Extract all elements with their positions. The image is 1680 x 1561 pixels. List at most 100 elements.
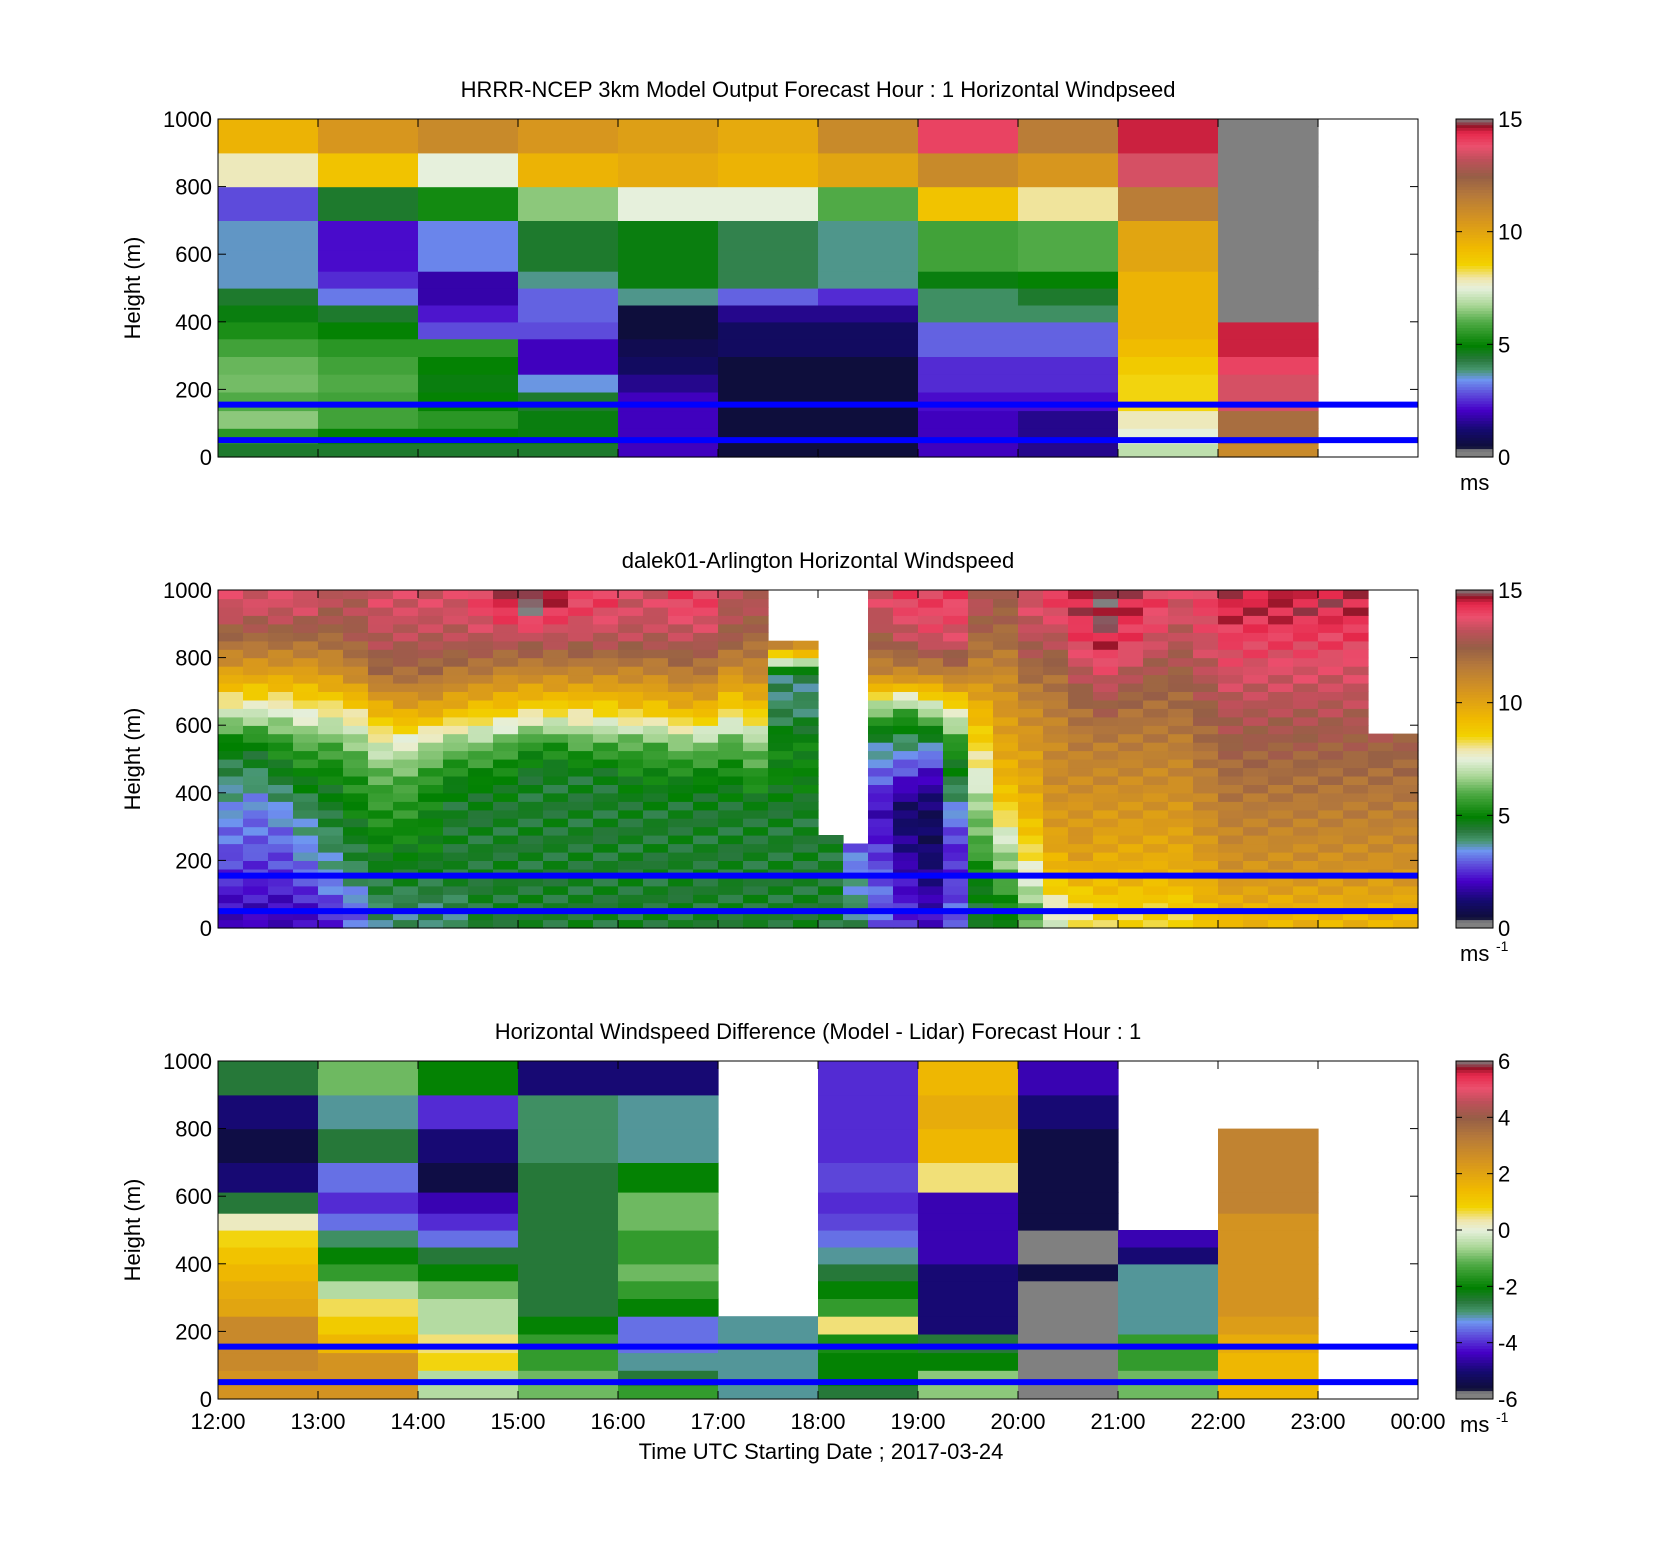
heatmap-cell [693, 835, 719, 845]
heatmap-cell [368, 826, 394, 836]
colorbar-segment [1456, 913, 1493, 918]
heatmap-cell [593, 784, 619, 794]
heatmap-cell [918, 877, 944, 887]
heatmap-cell [1318, 894, 1344, 904]
heatmap-cell [693, 852, 719, 861]
heatmap-cell [1118, 186, 1219, 221]
heatmap-cell [1068, 733, 1094, 743]
heatmap-cell [218, 767, 244, 777]
colorbar-segment [1456, 423, 1493, 427]
heatmap-cell [1193, 674, 1219, 684]
heatmap-cell [543, 750, 569, 760]
colorbar-segment [1456, 338, 1493, 343]
heatmap-cell [1168, 919, 1194, 929]
heatmap-cell [843, 852, 869, 861]
heatmap-cell [643, 674, 669, 684]
colorbar-segment [1456, 220, 1493, 224]
heatmap-cell [343, 683, 369, 692]
colorbar-tick-label: -2 [1498, 1274, 1518, 1299]
colorbar-segment [1456, 127, 1493, 131]
y-axis-label: Height (m) [120, 1179, 145, 1282]
heatmap-cell [743, 809, 769, 819]
colorbar-frame [1455, 589, 1494, 929]
colorbar-segment [1456, 629, 1493, 633]
heatmap-cell [1068, 919, 1094, 929]
heatmap-cell [518, 304, 619, 323]
heatmap-cell [1218, 590, 1244, 600]
heatmap-cell [618, 775, 644, 785]
heatmap-cell [1243, 759, 1269, 769]
heatmap-cell [918, 885, 944, 895]
colorbar-segment [1456, 383, 1493, 388]
heatmap-cell [518, 374, 619, 393]
heatmap-cell [593, 691, 619, 701]
colorbar-segment [1456, 677, 1493, 681]
heatmap-cell [1143, 818, 1169, 828]
heatmap-cell [1018, 691, 1044, 701]
x-tick-label: 21:00 [1090, 1409, 1145, 1434]
heatmap-cell [1093, 632, 1119, 642]
heatmap-cell [643, 691, 669, 701]
heatmap-cell [443, 640, 469, 650]
heatmap-cell [993, 843, 1019, 853]
heatmap-cell [343, 911, 369, 921]
heatmap-cell [1243, 640, 1269, 650]
heatmap-cell [293, 683, 319, 692]
heatmap-cell [218, 152, 319, 188]
heatmap-cell [1268, 640, 1294, 650]
heatmap-cell [1343, 590, 1369, 600]
heatmap-cell [818, 902, 844, 912]
heatmap-cell [768, 792, 794, 802]
heatmap-cell [368, 792, 394, 802]
heatmap-cell [718, 826, 744, 836]
heatmap-cell [1168, 716, 1194, 726]
heatmap-cell [243, 750, 269, 760]
heatmap-cell [1168, 632, 1194, 642]
heatmap-cell [1043, 632, 1069, 642]
heatmap-cell [718, 843, 744, 853]
heatmap-cell [1068, 843, 1094, 853]
heatmap-cell [618, 674, 644, 684]
heatmap-cell [518, 919, 544, 929]
heatmap-cell [1293, 750, 1319, 760]
heatmap-cell [1018, 750, 1044, 760]
heatmap-cell [618, 1263, 719, 1282]
heatmap-cell [1293, 742, 1319, 752]
colorbar-tick-label: 15 [1498, 107, 1522, 132]
heatmap-cell [993, 725, 1019, 735]
heatmap-cell [1018, 826, 1044, 836]
heatmap-cell [318, 410, 419, 429]
heatmap-cell [718, 919, 744, 929]
heatmap-cell [943, 716, 969, 726]
heatmap-cell [443, 775, 469, 785]
heatmap-cell [418, 1352, 519, 1371]
heatmap-cell [968, 683, 994, 692]
heatmap-cell [818, 911, 844, 921]
colorbar-segment [1456, 234, 1493, 238]
heatmap-cell [793, 894, 819, 904]
colorbar-segment [1456, 925, 1493, 929]
heatmap-cell [293, 801, 319, 811]
colorbar-tick-label: 2 [1498, 1162, 1510, 1187]
heatmap-cell [418, 657, 444, 667]
heatmap-cell [868, 750, 894, 760]
heatmap-cell [1118, 852, 1144, 861]
heatmap-cell [218, 708, 244, 718]
heatmap-cell [293, 750, 319, 760]
colorbar-segment [1456, 293, 1493, 297]
colorbar-segment [1456, 1241, 1493, 1245]
colorbar-segment [1456, 442, 1493, 447]
heatmap-cell [418, 877, 444, 887]
heatmap-cell [1293, 759, 1319, 769]
heatmap-cell [218, 1213, 319, 1231]
heatmap-cell [418, 767, 444, 777]
heatmap-cell [1268, 657, 1294, 667]
heatmap-cell [893, 742, 919, 752]
heatmap-cell [368, 733, 394, 743]
heatmap-cell [418, 598, 444, 608]
heatmap-cell [818, 1316, 919, 1335]
heatmap-cell [318, 1385, 419, 1400]
heatmap-cell [718, 716, 744, 726]
heatmap-cell [593, 716, 619, 726]
